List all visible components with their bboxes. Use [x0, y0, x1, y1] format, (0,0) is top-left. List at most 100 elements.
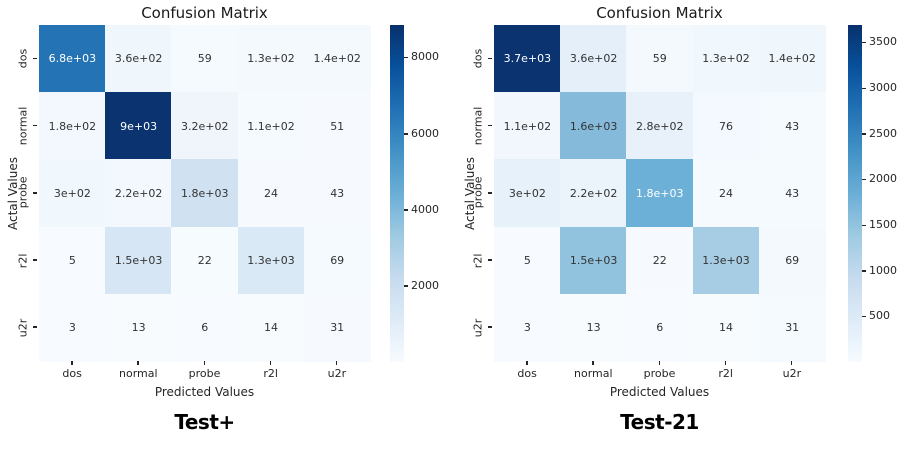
cell-value: 1.4e+02 [768, 52, 816, 66]
x-tick-mark [724, 361, 727, 365]
y-tick-mark [488, 124, 492, 127]
cell-value: 1.5e+03 [569, 253, 618, 267]
heatmap-cell: 59 [626, 25, 694, 93]
cell-value: 3 [68, 321, 76, 335]
colorbar-tick-label: 3000 [869, 81, 897, 95]
y-axis-label: Actal Values [6, 156, 20, 230]
cell-value: 9e+03 [120, 119, 158, 133]
colorbar-tick [862, 224, 866, 226]
heatmap-cell: 1.4e+02 [303, 25, 371, 93]
colorbar-tick-label: 6000 [411, 126, 439, 140]
heatmap-cell: 43 [758, 159, 826, 228]
heatmap-cell: 69 [758, 226, 826, 295]
x-tick-mark [658, 361, 660, 365]
heatmap-cell: 3e+02 [494, 159, 561, 228]
heatmap: 3.7e+03 3.6e+02 59 1.3e+02 1.4e+02 1.1e+02 1.6… [494, 25, 826, 362]
x-tick-mark [335, 361, 338, 365]
heatmap-cell: 6 [171, 293, 239, 362]
col-label: r2l [263, 367, 278, 380]
colorbar-tick [862, 133, 866, 135]
heatmap-cell: 1.8e+03 [171, 159, 239, 228]
colorbar-tick-label: 1500 [869, 218, 897, 231]
heatmap-cell: 14 [692, 293, 760, 362]
colorbar-tick-label: 2000 [411, 278, 439, 292]
heatmap-cell: 59 [171, 25, 239, 93]
cell-value: 6.8e+03 [48, 52, 97, 66]
cell-value: 1.3e+03 [702, 253, 750, 267]
cell-value: 13 [131, 321, 146, 335]
heatmap-cell: 43 [758, 92, 826, 160]
heatmap-cell: 31 [758, 293, 826, 362]
cell-value: 51 [330, 119, 345, 133]
cell-value: 1.3e+02 [247, 52, 295, 66]
cell-value: 1.3e+02 [702, 52, 750, 66]
cell-value: 43 [785, 186, 800, 200]
cell-value: 2.2e+02 [569, 186, 618, 200]
heatmap-cell: 3 [494, 293, 561, 362]
y-tick-mark [488, 57, 492, 60]
heatmap-cell: 3.6e+02 [105, 25, 172, 93]
heatmap-cell: 6 [626, 293, 694, 362]
heatmap-cell: 1.1e+02 [237, 92, 305, 160]
cell-value: 22 [652, 253, 667, 267]
heatmap-cell: 3.7e+03 [494, 25, 561, 93]
cell-value: 3.7e+03 [503, 52, 552, 66]
y-tick-mark [33, 259, 37, 261]
cell-value: 5 [523, 253, 531, 267]
heatmap-cell: 13 [560, 293, 627, 362]
x-axis-label: Predicted Values [609, 385, 710, 399]
cell-value: 3.6e+02 [569, 52, 618, 66]
colorbar-tick-label: 500 [869, 309, 890, 323]
cell-value: 3.6e+02 [114, 52, 163, 66]
cell-value: 6 [656, 321, 664, 335]
col-label: r2l [718, 367, 733, 380]
heatmap-cell: 22 [626, 226, 694, 295]
col-label: u2r [327, 367, 347, 380]
x-tick-mark [203, 361, 205, 365]
cell-value: 31 [785, 321, 800, 335]
heatmap-cell: 6.8e+03 [39, 25, 106, 93]
cell-value: 2.8e+02 [636, 119, 684, 133]
cell-value: 5 [68, 253, 76, 267]
col-label: u2r [782, 367, 802, 380]
cell-value: 43 [785, 119, 800, 133]
cell-value: 1.5e+03 [114, 253, 163, 267]
heatmap-cell: 1.5e+03 [560, 226, 627, 295]
x-tick-mark [137, 361, 139, 365]
panel-title: Confusion Matrix [141, 4, 268, 22]
cell-value: 22 [197, 253, 212, 267]
heatmap-cell: 1.8e+02 [39, 92, 106, 160]
heatmap-cell: 9e+03 [105, 92, 172, 160]
panel-title: Confusion Matrix [596, 4, 723, 22]
heatmap-cell: 3e+02 [39, 159, 106, 228]
y-tick-mark [33, 326, 37, 328]
heatmap-cell: 14 [237, 293, 305, 362]
colorbar-tick-label: 2500 [869, 126, 897, 140]
heatmap-cell: 51 [303, 92, 371, 160]
cell-value: 3e+02 [508, 186, 546, 200]
cell-value: 1.8e+03 [181, 186, 229, 200]
colorbar-tick [404, 209, 408, 211]
x-axis-label: Predicted Values [154, 385, 255, 399]
cell-value: 1.1e+02 [247, 119, 295, 133]
colorbar-tick-label: 2000 [869, 172, 897, 186]
cell-value: 1.1e+02 [503, 119, 552, 133]
y-tick-mark [33, 192, 37, 194]
heatmap-cell: 2.8e+02 [626, 92, 694, 160]
colorbar [848, 25, 862, 362]
col-label: normal [574, 367, 613, 380]
y-tick-mark [33, 57, 37, 60]
cell-value: 3 [523, 321, 531, 335]
x-tick-mark [269, 361, 272, 365]
colorbar-tick [404, 133, 408, 135]
panel-test-plus: Confusion Matrix 6.8e+03 3.6e+02 59 1.3e+02 1… [6, 4, 439, 434]
y-tick-mark [33, 124, 37, 127]
heatmap-cell: 1.6e+03 [560, 92, 627, 160]
colorbar-tick-label: 3500 [869, 35, 897, 49]
col-label: dos [62, 367, 82, 380]
heatmap-cell: 1.3e+02 [237, 25, 305, 93]
panel-caption: Test+ [174, 410, 235, 434]
colorbar-tick [404, 56, 408, 59]
colorbar-tick [862, 87, 866, 90]
